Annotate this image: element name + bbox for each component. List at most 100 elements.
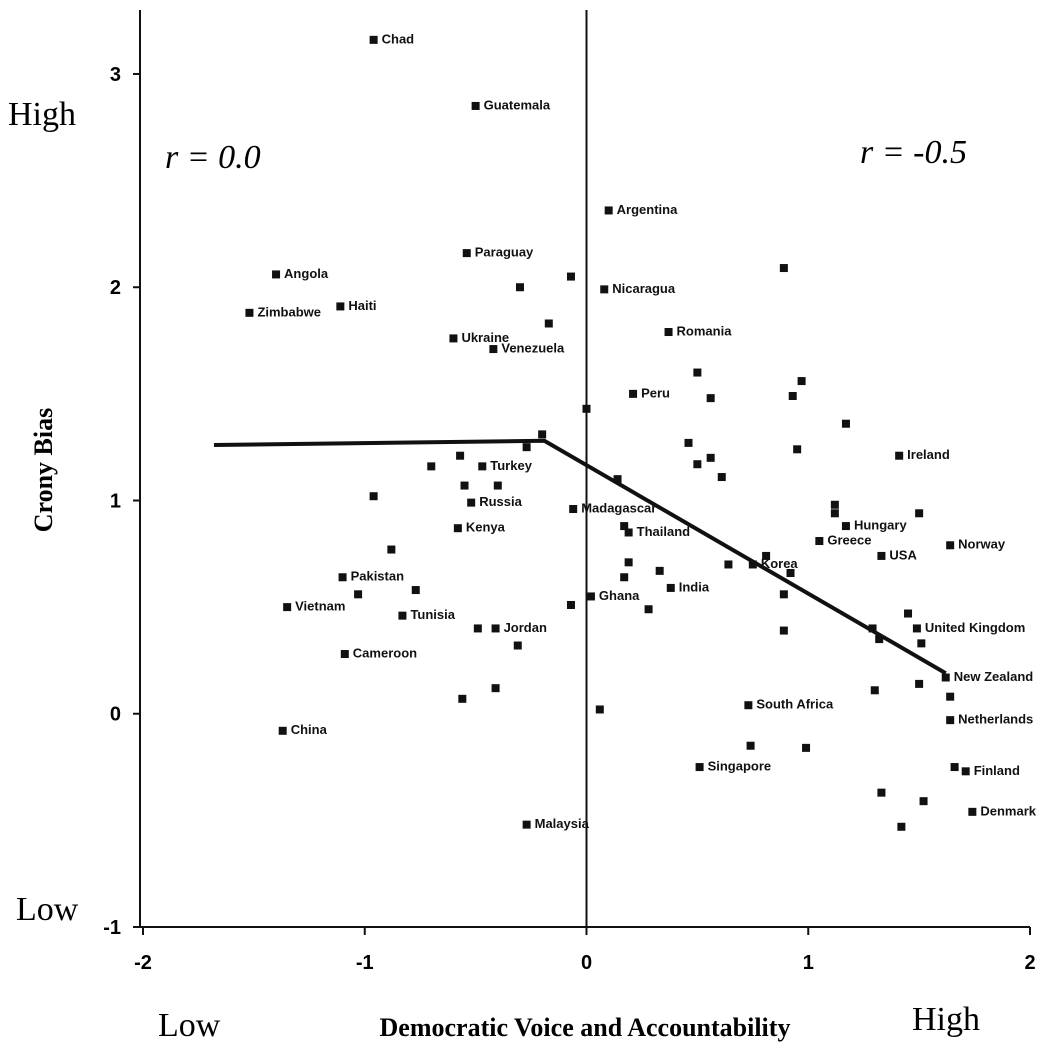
annotation: r = 0.0 xyxy=(165,139,261,176)
point-label: New Zealand xyxy=(954,669,1034,684)
x-tick-label: 2 xyxy=(1024,952,1035,974)
point-label: Venezuela xyxy=(501,341,565,356)
y-tick-label: 2 xyxy=(110,277,121,299)
point-label: Haiti xyxy=(348,298,376,313)
y-tick-label: 3 xyxy=(110,64,121,86)
point-label: Hungary xyxy=(854,518,908,533)
point xyxy=(620,573,629,582)
point xyxy=(664,328,673,337)
point xyxy=(398,611,407,620)
point-label: Thailand xyxy=(637,524,691,539)
y-tick-label: -1 xyxy=(103,917,121,939)
point xyxy=(793,445,802,454)
point xyxy=(748,560,757,569)
point xyxy=(684,438,693,447)
point xyxy=(950,763,959,772)
point xyxy=(644,605,653,614)
point-label: Turkey xyxy=(490,458,532,473)
point-label: Chad xyxy=(382,31,415,46)
point-label: Denmark xyxy=(980,803,1036,818)
point xyxy=(283,603,292,612)
point xyxy=(895,451,904,460)
point-label: China xyxy=(291,722,328,737)
point xyxy=(522,820,531,829)
point xyxy=(875,635,884,644)
point-label: India xyxy=(679,579,710,594)
x-tick-label: 1 xyxy=(803,952,814,974)
point xyxy=(919,797,928,806)
point xyxy=(569,505,578,514)
y-tick-label: 1 xyxy=(110,490,121,512)
point xyxy=(946,716,955,725)
point xyxy=(604,206,613,215)
point xyxy=(797,377,806,386)
point xyxy=(566,272,575,281)
point xyxy=(786,568,795,577)
point-label: Nicaragua xyxy=(612,281,676,296)
point xyxy=(961,767,970,776)
point xyxy=(915,509,924,518)
point xyxy=(460,481,469,490)
point xyxy=(915,679,924,688)
point-label: Jordan xyxy=(504,620,547,635)
point xyxy=(489,345,498,354)
point xyxy=(338,573,347,582)
point xyxy=(802,743,811,752)
point xyxy=(666,583,675,592)
point xyxy=(467,498,476,507)
point-label: Zimbabwe xyxy=(257,304,321,319)
point-label: Angola xyxy=(284,266,329,281)
point xyxy=(544,319,553,328)
point xyxy=(917,639,926,648)
point xyxy=(830,509,839,518)
point-label: Ghana xyxy=(599,588,640,603)
point-label: Tunisia xyxy=(410,607,455,622)
point xyxy=(941,673,950,682)
x-tick-label: -1 xyxy=(356,952,374,974)
point xyxy=(278,726,287,735)
point xyxy=(473,624,482,633)
point xyxy=(586,592,595,601)
point xyxy=(877,551,886,560)
point xyxy=(513,641,522,650)
point-label: Madagascar xyxy=(581,500,656,515)
point xyxy=(695,763,704,772)
y-axis-label: Crony Bias xyxy=(29,408,58,533)
point-label: Vietnam xyxy=(295,599,345,614)
y-low-label: Low xyxy=(16,891,79,928)
point xyxy=(706,394,715,403)
point xyxy=(493,481,502,490)
point xyxy=(912,624,921,633)
x-low-label: Low xyxy=(158,1007,221,1044)
point xyxy=(724,560,733,569)
x-axis-label: Democratic Voice and Accountability xyxy=(380,1013,791,1042)
point-label: Russia xyxy=(479,494,522,509)
point xyxy=(478,462,487,471)
fit-line xyxy=(213,438,947,675)
point xyxy=(904,609,913,618)
point xyxy=(744,701,753,710)
point xyxy=(411,586,420,595)
x-tick-label: -2 xyxy=(134,952,152,974)
point xyxy=(706,453,715,462)
point xyxy=(624,558,633,567)
point xyxy=(471,101,480,110)
point xyxy=(449,334,458,343)
point-label: Malaysia xyxy=(535,816,590,831)
point xyxy=(453,524,462,533)
point xyxy=(387,545,396,554)
point xyxy=(566,600,575,609)
point-label: USA xyxy=(889,547,917,562)
point xyxy=(462,249,471,258)
point xyxy=(515,283,524,292)
point xyxy=(369,492,378,501)
point-label: Norway xyxy=(958,537,1006,552)
x-tick-label: 0 xyxy=(581,952,592,974)
point-label: Argentina xyxy=(617,202,678,217)
point xyxy=(815,537,824,546)
point xyxy=(369,35,378,44)
point xyxy=(968,807,977,816)
point-label: Paraguay xyxy=(475,245,534,260)
point xyxy=(788,391,797,400)
x-high-label: High xyxy=(912,1001,980,1038)
